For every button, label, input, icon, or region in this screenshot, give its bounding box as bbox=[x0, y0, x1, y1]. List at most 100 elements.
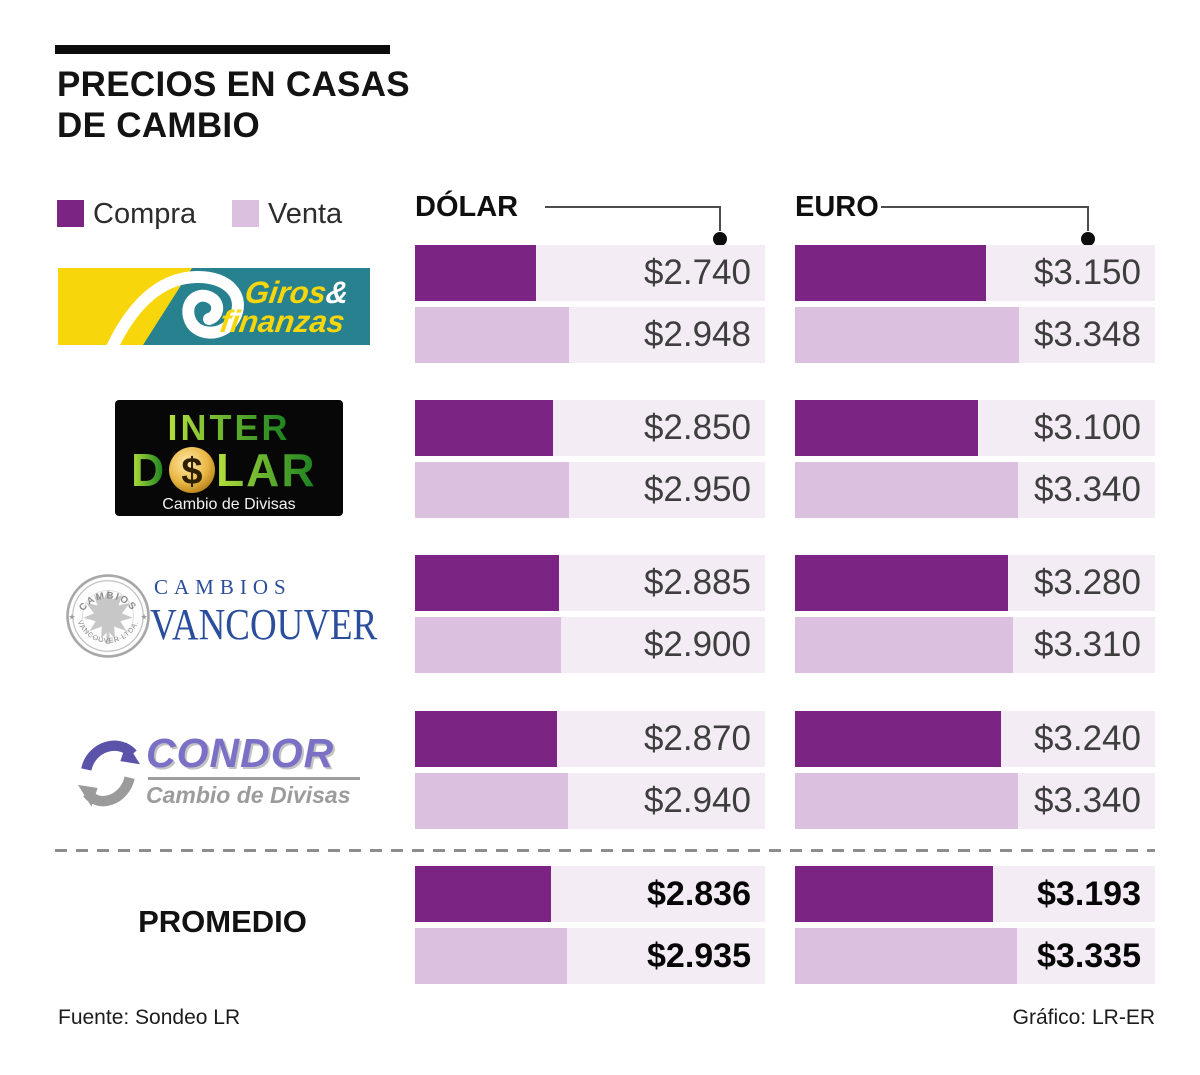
logo-condor-icon bbox=[78, 738, 140, 809]
vancouver-small-text: CAMBIOS bbox=[154, 575, 292, 599]
bar-fill-venta bbox=[415, 617, 562, 673]
interdolar-d: D bbox=[131, 444, 164, 496]
bar-value: $2.870 bbox=[643, 719, 751, 758]
condor-underline bbox=[148, 777, 360, 780]
bar-value: $3.310 bbox=[1033, 625, 1141, 664]
svg-text:★: ★ bbox=[68, 613, 75, 622]
bar-fill-venta bbox=[795, 307, 1019, 363]
bar-promedio-euro-compra: $3.193 bbox=[795, 866, 1155, 922]
bar-value: $2.900 bbox=[643, 625, 751, 664]
bar-fill-venta bbox=[415, 307, 569, 363]
bar-fill-compra bbox=[795, 555, 1008, 611]
bar-interdolar-euro-venta: $3.340 bbox=[795, 462, 1155, 518]
bar-fill-venta bbox=[795, 773, 1018, 829]
giros-sub: finanzas bbox=[218, 304, 347, 339]
bar-value: $2.885 bbox=[643, 563, 751, 602]
bar-promedio-dolar-venta: $2.935 bbox=[415, 928, 765, 984]
bar-fill-venta bbox=[795, 462, 1018, 518]
bar-vancouver-euro-venta: $3.310 bbox=[795, 617, 1155, 673]
legend-compra-swatch bbox=[57, 200, 84, 227]
bar-value: $2.950 bbox=[643, 470, 751, 509]
bar-value: $3.193 bbox=[1037, 875, 1141, 913]
bar-vancouver-dolar-compra: $2.885 bbox=[415, 555, 765, 611]
bar-vancouver-euro-compra: $3.280 bbox=[795, 555, 1155, 611]
bar-fill-compra bbox=[415, 400, 554, 456]
bar-condor-euro-venta: $3.340 bbox=[795, 773, 1155, 829]
svg-text:Giros&: Giros& bbox=[243, 275, 351, 310]
logo-condor-text: CONDOR Cambio de Divisas bbox=[146, 732, 360, 809]
bar-fill-compra bbox=[415, 245, 536, 301]
column-header-euro: EURO bbox=[795, 191, 879, 223]
bar-vancouver-dolar-venta: $2.900 bbox=[415, 617, 765, 673]
promedio-label: PROMEDIO bbox=[138, 904, 307, 939]
dolar-pointer-dot bbox=[713, 232, 727, 246]
bar-giros-euro-venta: $3.348 bbox=[795, 307, 1155, 363]
logo-vancouver-text: CAMBIOS VANCOUVER bbox=[150, 575, 421, 648]
bar-fill-compra bbox=[795, 400, 979, 456]
bar-condor-dolar-venta: $2.940 bbox=[415, 773, 765, 829]
bar-fill-compra bbox=[795, 866, 994, 922]
maple-leaf-icon bbox=[83, 589, 133, 639]
bar-value: $2.836 bbox=[647, 875, 751, 913]
logo-vancouver-seal: CAMBIOS VANCOUVER LTDA. ★ ★ bbox=[66, 574, 150, 658]
bar-interdolar-dolar-compra: $2.850 bbox=[415, 400, 765, 456]
bar-value: $3.340 bbox=[1033, 781, 1141, 820]
bar-value: $2.850 bbox=[643, 408, 751, 447]
footer-source: Fuente: Sondeo LR bbox=[58, 1006, 241, 1029]
bar-fill-compra bbox=[415, 711, 557, 767]
bar-giros-dolar-compra: $2.740 bbox=[415, 245, 765, 301]
legend-compra-label: Compra bbox=[93, 198, 197, 230]
bar-fill-venta bbox=[415, 462, 570, 518]
bar-value: $2.935 bbox=[647, 937, 751, 975]
title-accent-bar bbox=[55, 45, 390, 54]
euro-pointer-dot bbox=[1081, 232, 1095, 246]
page-title-line1: PRECIOS EN CASAS bbox=[57, 65, 410, 104]
bar-condor-dolar-compra: $2.870 bbox=[415, 711, 765, 767]
interdolar-sub: Cambio de Divisas bbox=[162, 496, 295, 513]
svg-text:★: ★ bbox=[141, 613, 148, 622]
bar-fill-venta bbox=[795, 617, 1013, 673]
vancouver-large-text: VANCOUVER bbox=[150, 600, 378, 649]
giros-swirl-icon bbox=[106, 270, 244, 345]
dashed-divider bbox=[55, 849, 1155, 852]
bar-value: $2.940 bbox=[643, 781, 751, 820]
bar-value: $3.335 bbox=[1037, 937, 1141, 975]
bar-giros-dolar-venta: $2.948 bbox=[415, 307, 765, 363]
bar-value: $3.240 bbox=[1033, 719, 1141, 758]
bar-interdolar-dolar-venta: $2.950 bbox=[415, 462, 765, 518]
column-header-dolar: DÓLAR bbox=[415, 191, 519, 223]
bar-fill-compra bbox=[795, 711, 1002, 767]
condor-name: CONDOR bbox=[146, 730, 335, 776]
giros-ampersand: & bbox=[324, 275, 351, 310]
footer-credit: Gráfico: LR-ER bbox=[1012, 1006, 1155, 1029]
interdolar-coin-icon bbox=[169, 447, 215, 493]
legend-venta-label: Venta bbox=[268, 198, 343, 230]
page-title-line2: DE CAMBIO bbox=[57, 106, 260, 145]
bar-promedio-dolar-compra: $2.836 bbox=[415, 866, 765, 922]
logo-giros-finanzas: Giros& finanzas bbox=[58, 268, 370, 345]
bar-fill-venta bbox=[795, 928, 1017, 984]
bar-fill-venta bbox=[415, 928, 567, 984]
bar-interdolar-euro-compra: $3.100 bbox=[795, 400, 1155, 456]
bar-fill-venta bbox=[415, 773, 568, 829]
bar-value: $3.150 bbox=[1033, 253, 1141, 292]
bar-value: $3.340 bbox=[1033, 470, 1141, 509]
bar-value: $3.348 bbox=[1033, 315, 1141, 354]
bar-fill-compra bbox=[415, 555, 559, 611]
bar-value: $3.280 bbox=[1033, 563, 1141, 602]
page-title: PRECIOS EN CASAS DE CAMBIO bbox=[57, 64, 410, 146]
bar-promedio-euro-venta: $3.335 bbox=[795, 928, 1155, 984]
bar-condor-euro-compra: $3.240 bbox=[795, 711, 1155, 767]
logo-inter-dolar: INTER D $ LAR Cambio de Divisas bbox=[115, 400, 343, 516]
interdolar-dollar-sign: $ bbox=[181, 451, 202, 493]
interdolar-lar: LAR bbox=[216, 444, 317, 496]
bar-fill-compra bbox=[795, 245, 987, 301]
bar-fill-compra bbox=[415, 866, 552, 922]
bar-value: $2.948 bbox=[643, 315, 751, 354]
giros-name: Giros bbox=[243, 275, 329, 310]
bar-value: $3.100 bbox=[1033, 408, 1141, 447]
bar-value: $2.740 bbox=[643, 253, 751, 292]
interdolar-top-text: INTER bbox=[168, 407, 291, 448]
condor-sub: Cambio de Divisas bbox=[146, 782, 351, 808]
